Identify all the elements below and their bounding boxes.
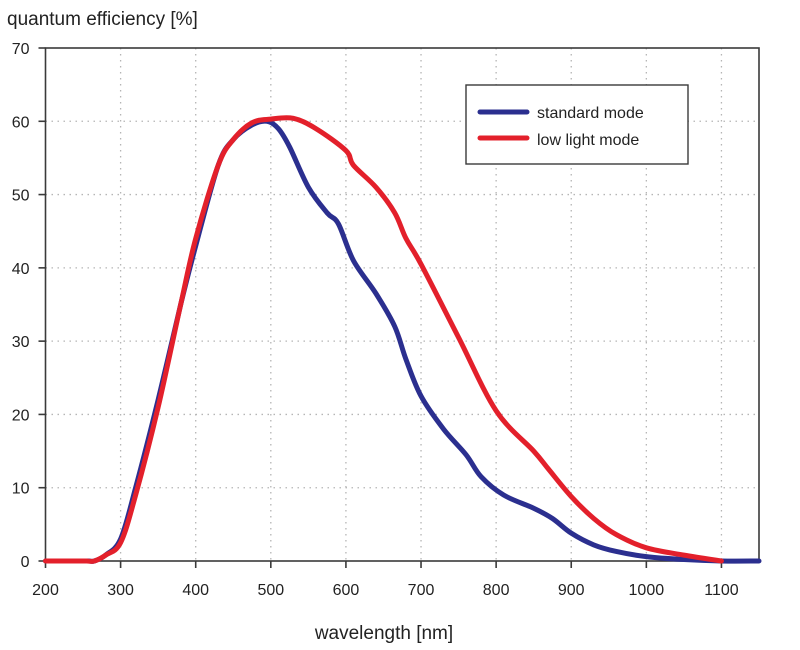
y-tick-label: 10	[12, 481, 30, 498]
y-tick-label: 20	[12, 407, 30, 424]
y-tick-label: 70	[12, 41, 30, 58]
x-tick-label: 300	[107, 582, 134, 599]
legend-label-standard-mode: standard mode	[537, 105, 644, 122]
plot-frame	[44, 47, 760, 562]
x-tick-label: 200	[32, 582, 59, 599]
x-tick-label: 400	[182, 582, 209, 599]
y-tick-label: 40	[12, 261, 30, 278]
series-line-low-light-mode	[43, 115, 724, 564]
axis-ticks: 200 300 400 500 600 700 800 900 1000 1100 0 10 20 30 4…	[12, 41, 739, 599]
legend-label-low-light-mode: low light mode	[537, 132, 639, 149]
x-tick-label: 600	[333, 582, 360, 599]
y-tick-label: 60	[12, 114, 30, 131]
x-tick-label: 1000	[629, 582, 665, 599]
x-tick-label: 800	[483, 582, 510, 599]
x-tick-label: 500	[257, 582, 284, 599]
y-axis-title: quantum efficiency [%]	[7, 9, 198, 30]
x-tick-label: 1100	[704, 582, 739, 599]
series-lines	[43, 115, 762, 564]
x-tick-label: 900	[558, 582, 585, 599]
y-tick-label: 50	[12, 188, 30, 205]
y-tick-label: 30	[12, 334, 30, 351]
x-axis-title: wavelength [nm]	[314, 623, 453, 644]
y-tick-label: 0	[21, 554, 30, 571]
legend-box	[465, 84, 689, 165]
x-tick-label: 700	[408, 582, 435, 599]
legend: standard mode low light mode	[465, 84, 689, 165]
